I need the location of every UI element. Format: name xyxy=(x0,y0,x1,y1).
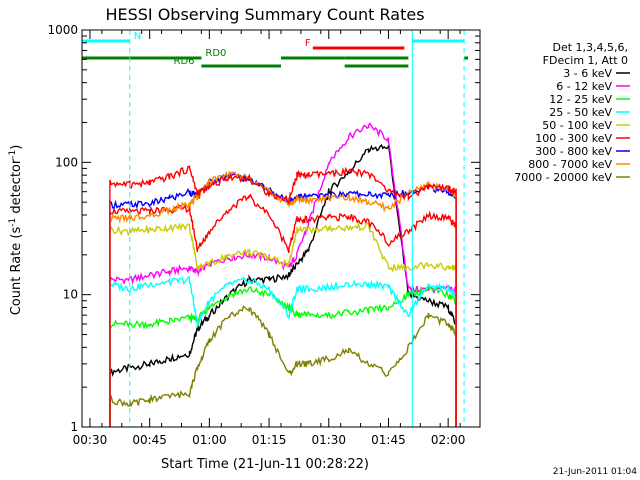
series-line xyxy=(109,305,457,427)
x-axis-label: Start Time (21-Jun-11 00:28:22) xyxy=(161,457,369,472)
legend-entry-label: 12 - 25 keV xyxy=(549,93,612,106)
x-tick-label: 01:45 xyxy=(371,433,406,447)
y-axis: 1 10 100 1000 xyxy=(47,23,480,434)
series-line xyxy=(109,285,457,427)
legend-entry-label: 100 - 300 keV xyxy=(535,132,612,145)
x-axis: 00:30 00:45 01:00 01:15 01:30 01:45 02:00 xyxy=(73,30,481,447)
legend-entry-label: 300 - 800 keV xyxy=(535,145,612,158)
y-tick-label: 10 xyxy=(63,288,78,302)
legend-entry-label: 7000 - 20000 keV xyxy=(514,171,612,184)
legend-entry-label: 800 - 7000 keV xyxy=(528,158,612,171)
legend-entry-label: 50 - 100 keV xyxy=(542,119,612,132)
flag-label-f: F xyxy=(305,38,311,49)
series-line xyxy=(109,275,457,427)
series-line xyxy=(109,165,457,427)
series-line xyxy=(109,221,457,427)
legend-header-line: Det 1,3,4,5,6, xyxy=(552,41,628,54)
flag-label-n: N xyxy=(134,31,141,42)
y-axis-label: Count Rate (s-1 detector-1) xyxy=(8,145,24,316)
y-tick-label: 100 xyxy=(55,155,78,169)
legend-header-line: FDecim 1, Att 0 xyxy=(543,54,628,67)
y-axis-label-sup2: -1 xyxy=(8,150,18,159)
x-tick-label: 01:00 xyxy=(192,433,227,447)
y-tick-label: 1000 xyxy=(47,23,78,37)
legend: Det 1,3,4,5,6,FDecim 1, Att 03 - 6 keV6 … xyxy=(514,41,630,184)
timestamp: 21-Jun-2011 01:04 xyxy=(553,467,637,477)
x-tick-label: 02:00 xyxy=(431,433,466,447)
y-axis-label-mid: detector xyxy=(9,158,24,218)
x-tick-label: 00:45 xyxy=(132,433,167,447)
y-axis-label-sup1: -1 xyxy=(8,218,18,227)
series-lines xyxy=(109,122,457,427)
y-axis-label-end: ) xyxy=(9,145,24,150)
chart-title: HESSI Observing Summary Count Rates xyxy=(105,5,424,24)
series-line xyxy=(109,170,457,427)
legend-entry-label: 3 - 6 keV xyxy=(563,67,612,80)
flag-label-rd0: RD0 xyxy=(205,48,226,59)
flag-bars: N F RD0 RD6 xyxy=(82,31,469,68)
y-axis-label-main: Count Rate (s xyxy=(9,227,24,316)
x-tick-label: 00:30 xyxy=(73,433,108,447)
series-line xyxy=(109,122,457,427)
y-tick-label: 1 xyxy=(70,420,78,434)
series-line xyxy=(109,143,457,427)
vertical-markers xyxy=(129,30,465,427)
x-tick-label: 01:30 xyxy=(311,433,346,447)
flag-label-rd6: RD6 xyxy=(174,56,195,67)
legend-entry-label: 25 - 50 keV xyxy=(549,106,612,119)
legend-entry-label: 6 - 12 keV xyxy=(556,80,612,93)
x-tick-label: 01:15 xyxy=(252,433,287,447)
